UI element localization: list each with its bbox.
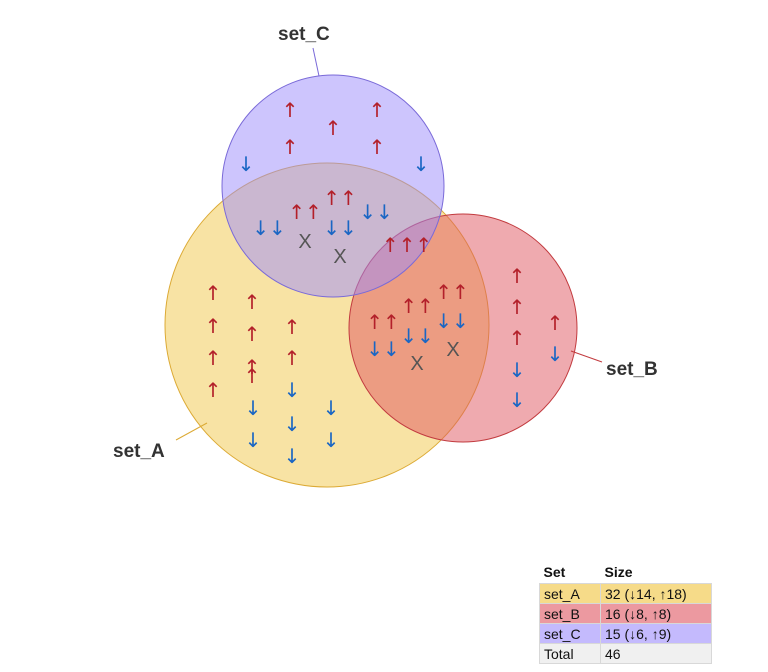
legend-row-set-a: set_A 32 (↓14, ↑18) xyxy=(539,583,712,604)
legend-set-size: 32 (↓14, ↑18) xyxy=(600,583,712,604)
down-arrow-icon-b-only: ↓ xyxy=(509,388,526,412)
down-arrow-icon-a-only: ↓ xyxy=(284,444,301,468)
legend-set-name: set_C xyxy=(539,623,601,644)
mixed-element-x-b-c: X xyxy=(410,353,423,375)
up-arrow-icon-a-only: ↑ xyxy=(205,314,222,338)
up-arrow-icon-c-only: ↑ xyxy=(282,98,299,122)
set-b-circle xyxy=(348,213,578,443)
down-arrow-icon-a-b-c: ↓↓ xyxy=(366,337,400,361)
up-arrow-icon-a-only: ↑ xyxy=(205,346,222,370)
up-arrow-icon-b-only: ↑ xyxy=(509,326,526,350)
up-arrow-icon-c-only: ↑ xyxy=(282,135,299,159)
up-arrow-icon-a-only: ↑ xyxy=(205,378,222,402)
up-arrow-icon-b-c: ↑↑ xyxy=(400,294,434,318)
set-b-label: set_B xyxy=(606,359,658,380)
down-arrow-icon-b-c: ↓↓ xyxy=(400,324,434,348)
up-arrow-icon-b-only: ↑ xyxy=(509,295,526,319)
down-arrow-icon-c-only: ↓ xyxy=(238,152,255,176)
down-arrow-icon-a-c: ↓↓ xyxy=(323,216,357,240)
region-glyphs: ↑ ↑↑ ↑ ↑↑ ↑ ↑↑ ↓↓ ↓↓↓ ↓↓↑↑↑↑↑↓↓↓↑ ↑↑↑ ↑↓ ↓↑↑↑↑↓↓ ↓↓↓… xyxy=(205,98,564,468)
legend-row-set-c: set_C 15 (↓6, ↑9) xyxy=(539,623,712,644)
set-size-legend: Set Size set_A 32 (↓14, ↑18) set_B 16 (↓… xyxy=(539,561,712,664)
up-arrow-icon-a-c: ↑↑ xyxy=(288,200,322,224)
up-arrow-icon-a-b-c: ↑↑↑ xyxy=(382,233,432,257)
down-arrow-icon-a-only: ↓ xyxy=(323,396,340,420)
down-arrow-icon-b-c: ↓↓ xyxy=(435,309,469,333)
venn-diagram: set_C set_B set_A ↑ ↑↑ ↑ ↑↑ ↑ ↑↑ ↓↓ ↓↓↓ ↓↓↑↑↑↑↑↓… xyxy=(113,24,658,488)
down-arrow-icon-a-only: ↓ xyxy=(284,378,301,402)
set-a-label: set_A xyxy=(113,441,165,462)
set-a-leader-line xyxy=(175,422,208,441)
legend-header-size: Size xyxy=(604,564,633,580)
set-c-leader-line xyxy=(312,47,320,77)
down-arrow-icon-a-only: ↓ xyxy=(245,428,262,452)
set-c-label: set_C xyxy=(278,24,330,45)
down-arrow-icon-a-only: ↓ xyxy=(245,396,262,420)
mixed-element-x-a-b: X xyxy=(446,339,459,361)
up-arrow-icon-a-c: ↑↑ xyxy=(323,186,357,210)
up-arrow-icon-b-only: ↑ xyxy=(509,264,526,288)
legend-header-set: Set xyxy=(543,564,566,580)
up-arrow-icon-b-only: ↑ xyxy=(547,311,564,335)
legend-set-size: 16 (↓8, ↑8) xyxy=(600,603,712,624)
set-b-leader-line xyxy=(570,350,603,363)
down-arrow-icon-a-only: ↓ xyxy=(284,412,301,436)
legend-row-total: Total 46 xyxy=(539,643,712,664)
up-arrow-icon-a-b-c: ↑↑ xyxy=(366,310,400,334)
legend-set-name: set_B xyxy=(539,603,601,624)
up-arrow-icon-b-c: ↑↑ xyxy=(435,280,469,304)
mixed-element-x-a-c: X xyxy=(333,246,346,268)
legend-set-size: 15 (↓6, ↑9) xyxy=(600,623,712,644)
up-arrow-icon-a-only: ↑ xyxy=(244,322,261,346)
up-arrow-icon-a-only: ↑ xyxy=(284,346,301,370)
up-arrow-icon-a-only: ↑ xyxy=(244,364,261,388)
down-arrow-icon-b-only: ↓ xyxy=(509,358,526,382)
legend-row-set-b: set_B 16 (↓8, ↑8) xyxy=(539,603,712,624)
up-arrow-icon-a-only: ↑ xyxy=(284,315,301,339)
up-arrow-icon-a-only: ↑ xyxy=(244,290,261,314)
mixed-element-x-a-c: X xyxy=(298,231,311,253)
down-arrow-icon-b-only: ↓ xyxy=(547,342,564,366)
up-arrow-icon-c-only: ↑ xyxy=(369,135,386,159)
legend-set-name: set_A xyxy=(539,583,601,604)
legend-header-row: Set Size xyxy=(540,561,712,584)
down-arrow-icon-a-c: ↓↓ xyxy=(252,216,286,240)
set-c-circle xyxy=(221,74,445,298)
up-arrow-icon-c-only: ↑ xyxy=(369,98,386,122)
down-arrow-icon-c-only: ↓ xyxy=(413,152,430,176)
up-arrow-icon-a-only: ↑ xyxy=(244,355,261,379)
up-arrow-icon-a-only: ↑ xyxy=(205,281,222,305)
legend-total-value: 46 xyxy=(600,643,712,664)
legend-total-label: Total xyxy=(539,643,601,664)
down-arrow-icon-a-only: ↓ xyxy=(323,428,340,452)
up-arrow-icon-c-only: ↑ xyxy=(325,116,342,140)
down-arrow-icon-a-c: ↓↓ xyxy=(359,200,393,224)
